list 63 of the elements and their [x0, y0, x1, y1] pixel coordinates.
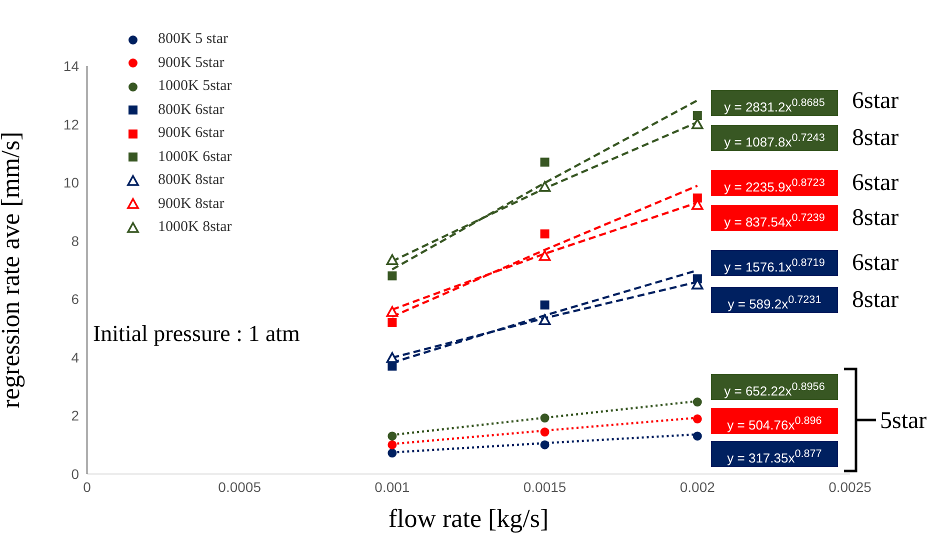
y-tick-label: 6 [71, 291, 80, 308]
point [388, 448, 397, 458]
point [692, 414, 702, 424]
annotation: y = 652.22x$^{0.8956}$ [711, 374, 838, 400]
text: 6star [852, 249, 899, 277]
annotation: Initial pressure : 1 atm [93, 320, 300, 348]
legend-label: 800K 6star [158, 102, 224, 119]
point [540, 428, 550, 437]
point [388, 432, 397, 441]
y-tick-label: 12 [63, 116, 80, 132]
legend-label: 900K 6star [158, 125, 224, 142]
legend-label: 900K 8star [158, 196, 224, 213]
annotation: y = 1087.8x$^{0.7243}$ [711, 125, 838, 151]
point [386, 352, 398, 363]
text: 8star [852, 204, 899, 232]
point [540, 158, 550, 167]
y-tick-label: 8 [71, 232, 80, 249]
point [692, 111, 702, 120]
annotation: y = 1576.1x$^{0.8719}$ [711, 250, 838, 276]
point [388, 318, 397, 327]
point [388, 271, 397, 280]
point [540, 229, 550, 238]
text: 8star [852, 286, 899, 314]
x-tick-label: 0 [83, 478, 92, 495]
y-tick-label: 4 [71, 349, 80, 366]
point [692, 398, 702, 407]
y-axis-title: regression rate ave [mm/s] [0, 132, 26, 408]
text: 6star [852, 87, 899, 115]
text: 6star [852, 169, 899, 197]
legend-label: 900K 5star [158, 54, 224, 72]
x-tick-label: 0.001 [374, 478, 410, 495]
x-tick-label: 0.0025 [828, 478, 872, 495]
annotation: y = 589.2x$^{0.7231}$ [711, 287, 838, 313]
point [538, 181, 551, 192]
y-tick-label: 2 [71, 408, 80, 424]
point [386, 254, 398, 265]
annotation: y = 504.76x$^{0.896}$ [711, 408, 838, 434]
y-tick-label: 10 [63, 174, 80, 191]
point [386, 306, 398, 317]
x-tick-label: 0.002 [680, 478, 716, 495]
legend-label: 800K 5 star [158, 31, 228, 48]
legend-label: 800K 8star [158, 172, 224, 190]
point [540, 300, 550, 310]
point [538, 314, 551, 326]
point [692, 432, 702, 441]
annotation: y = 2235.9x$^{0.8723}$ [711, 170, 838, 196]
text: 8star [852, 124, 899, 152]
y-tick-label: 14 [63, 58, 80, 74]
y-tick-label: 0 [71, 466, 80, 482]
point [388, 440, 397, 450]
point [540, 440, 550, 450]
point [540, 414, 550, 423]
text: 5star [880, 407, 927, 435]
point [538, 250, 551, 261]
legend-label: 1000K 6star [158, 148, 232, 166]
x-axis-title: flow rate [kg/s] [388, 504, 549, 533]
legend-label: 1000K 8star [158, 219, 232, 236]
annotation: y = 837.54x$^{0.7239}$ [711, 205, 838, 231]
x-tick-label: 0.0005 [218, 478, 262, 495]
annotation: y = 2831.2x$^{0.8685}$ [711, 90, 838, 116]
annotation: y = 317.35x$^{0.877}$ [711, 441, 838, 467]
x-tick-label: 0.0015 [523, 478, 566, 495]
legend-label: 1000K 5star [158, 78, 232, 96]
